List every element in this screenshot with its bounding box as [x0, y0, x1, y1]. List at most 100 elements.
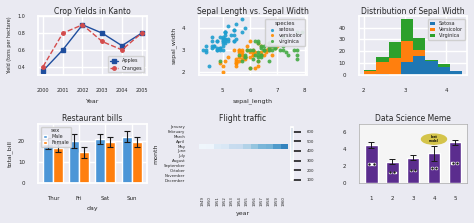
- versicolor: [249, 51, 256, 54]
- Bar: [389, 58, 401, 75]
- versicolor: [235, 48, 243, 52]
- setosa: [219, 37, 227, 41]
- virginica: [276, 48, 284, 52]
- setosa: [210, 44, 218, 47]
- setosa: [224, 39, 232, 43]
- setosa: [202, 44, 210, 47]
- virginica: [265, 46, 273, 50]
- setosa: [219, 44, 227, 47]
- Bar: [448, 142, 461, 183]
- versicolor: [233, 57, 240, 61]
- versicolor: [238, 53, 246, 56]
- setosa: [241, 26, 248, 30]
- virginica: [293, 31, 301, 34]
- virginica: [271, 46, 278, 50]
- setosa: [200, 48, 207, 52]
- virginica: [293, 57, 301, 61]
- setosa: [213, 46, 221, 50]
- Legend: setosa, versicolor, virginica: setosa, versicolor, virginica: [265, 19, 304, 46]
- Bar: [401, 62, 413, 75]
- setosa: [210, 44, 218, 47]
- virginica: [246, 66, 254, 70]
- versicolor: [265, 46, 273, 50]
- versicolor: [255, 64, 262, 67]
- virginica: [268, 44, 276, 47]
- virginica: [244, 48, 251, 52]
- virginica: [265, 42, 273, 45]
- setosa: [208, 46, 216, 50]
- versicolor: [233, 59, 240, 63]
- Apples: [119, 44, 125, 47]
- virginica: [255, 51, 262, 54]
- Bar: [376, 57, 389, 62]
- virginica: [252, 39, 259, 43]
- FancyBboxPatch shape: [389, 172, 392, 173]
- virginica: [255, 59, 262, 63]
- Bar: [79, 152, 89, 183]
- Bar: [401, 41, 413, 62]
- X-axis label: day: day: [87, 206, 98, 211]
- virginica: [249, 48, 256, 52]
- versicolor: [233, 62, 240, 65]
- versicolor: [271, 46, 278, 50]
- setosa: [202, 48, 210, 52]
- Y-axis label: Yield (tons per hectare): Yield (tons per hectare): [7, 17, 12, 74]
- setosa: [230, 39, 237, 43]
- virginica: [255, 39, 262, 43]
- virginica: [241, 55, 248, 58]
- versicolor: [263, 48, 270, 52]
- FancyBboxPatch shape: [456, 162, 458, 163]
- setosa: [221, 33, 229, 36]
- versicolor: [235, 55, 243, 58]
- setosa: [230, 39, 237, 43]
- setosa: [221, 37, 229, 41]
- virginica: [246, 48, 254, 52]
- Title: Crop Yields in Kanto: Crop Yields in Kanto: [54, 7, 131, 16]
- setosa: [221, 39, 229, 43]
- virginica: [293, 48, 301, 52]
- FancyBboxPatch shape: [393, 172, 396, 173]
- versicolor: [219, 64, 227, 67]
- setosa: [219, 48, 227, 52]
- Apples: [80, 23, 85, 26]
- virginica: [271, 44, 278, 47]
- Apples: [60, 49, 65, 51]
- Bar: [413, 38, 426, 50]
- versicolor: [235, 51, 243, 54]
- FancyBboxPatch shape: [431, 167, 433, 169]
- setosa: [219, 39, 227, 43]
- setosa: [208, 39, 216, 43]
- versicolor: [265, 46, 273, 50]
- virginica: [255, 53, 262, 56]
- X-axis label: Year: Year: [86, 99, 99, 104]
- FancyBboxPatch shape: [368, 163, 371, 165]
- Bar: [132, 142, 142, 183]
- virginica: [271, 46, 278, 50]
- versicolor: [249, 48, 256, 52]
- versicolor: [249, 53, 256, 56]
- Bar: [386, 162, 399, 183]
- virginica: [265, 42, 273, 45]
- Bar: [365, 145, 378, 183]
- setosa: [221, 31, 229, 34]
- versicolor: [238, 53, 246, 56]
- Legend: Setosa, Versicolor, Virginica: Setosa, Versicolor, Virginica: [428, 19, 465, 40]
- setosa: [216, 48, 224, 52]
- versicolor: [244, 48, 251, 52]
- setosa: [224, 24, 232, 27]
- virginica: [279, 44, 287, 47]
- FancyBboxPatch shape: [372, 163, 375, 165]
- virginica: [279, 48, 287, 52]
- versicolor: [257, 51, 265, 54]
- Oranges: [100, 40, 105, 43]
- Apples: [40, 69, 46, 72]
- setosa: [202, 51, 210, 54]
- Bar: [438, 67, 450, 75]
- setosa: [238, 31, 246, 34]
- setosa: [230, 33, 237, 36]
- virginica: [216, 59, 224, 63]
- versicolor: [224, 55, 232, 58]
- virginica: [257, 44, 265, 47]
- X-axis label: year: year: [236, 211, 250, 216]
- Bar: [438, 64, 450, 67]
